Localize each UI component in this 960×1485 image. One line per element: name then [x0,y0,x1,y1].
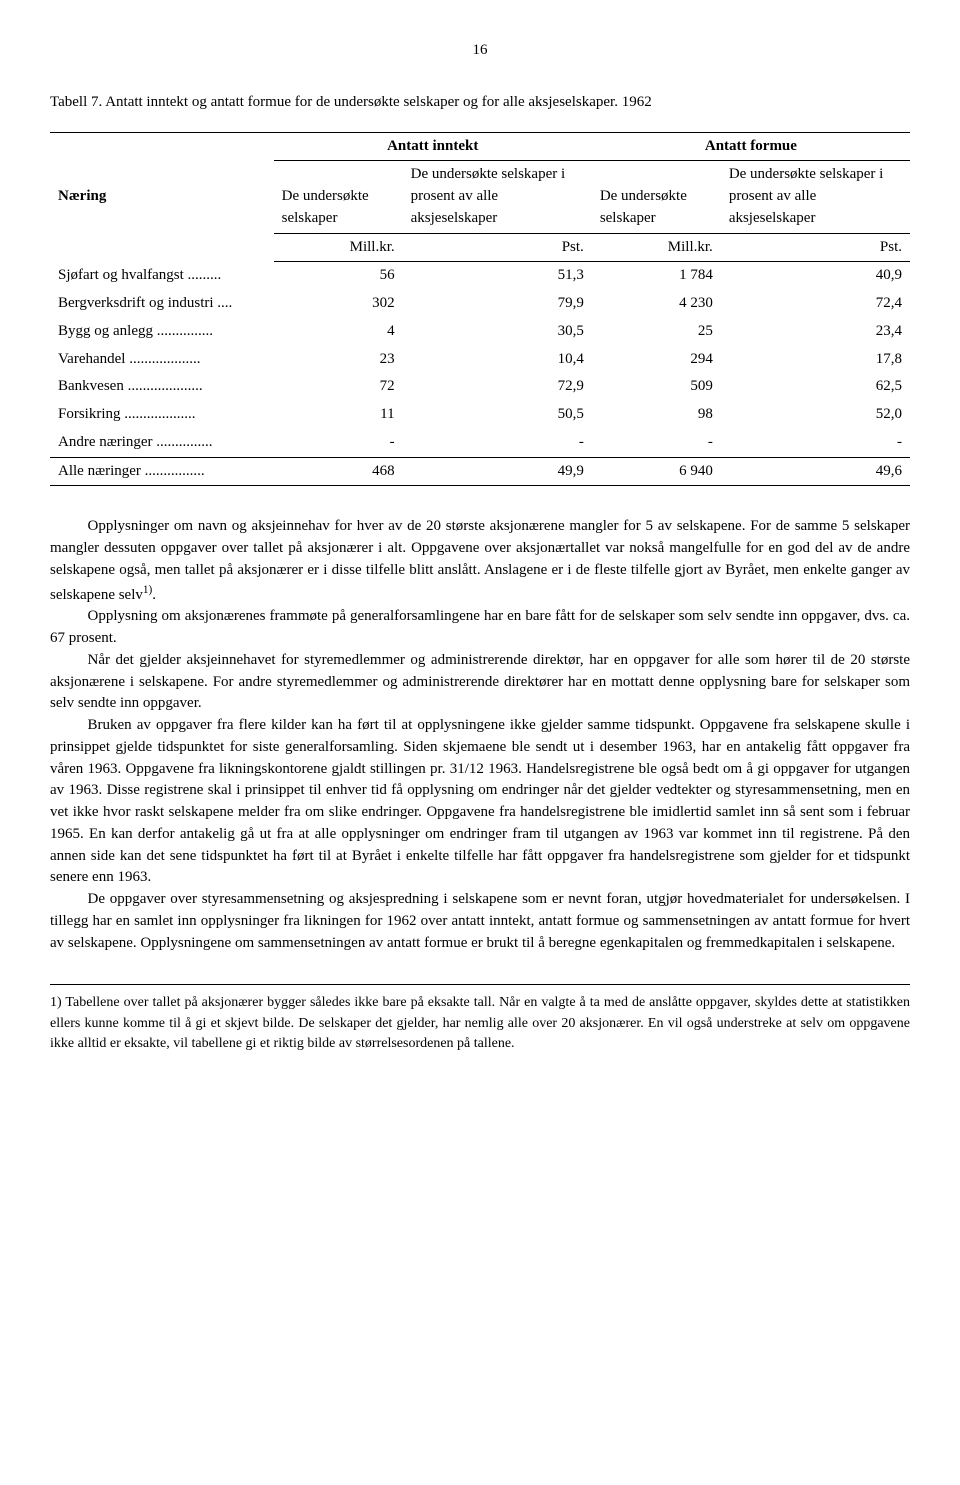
unit-1: Mill.kr. [274,233,403,262]
cell: - [721,429,910,457]
cell: 72,4 [721,290,910,318]
subhead-1: De undersøkte selskaper [274,161,403,233]
cell: 40,9 [721,262,910,290]
cell: - [403,429,592,457]
cell: 52,0 [721,401,910,429]
unit-2: Pst. [403,233,592,262]
subhead-3: De undersøkte selskaper [592,161,721,233]
cell: 49,6 [721,457,910,486]
cell: 62,5 [721,373,910,401]
cell: 11 [274,401,403,429]
table-row: Bygg og anlegg ...............430,52523,… [50,318,910,346]
paragraph-2: Opplysning om aksjonærenes frammøte på g… [50,606,910,650]
col-group-2: Antatt formue [592,132,910,161]
cell: 30,5 [403,318,592,346]
cell: 302 [274,290,403,318]
table-row: Bergverksdrift og industri ....30279,94 … [50,290,910,318]
table-row: Sjøfart og hvalfangst .........5651,31 7… [50,262,910,290]
paragraph-5: De oppgaver over styresammensetning og a… [50,889,910,954]
paragraph-4: Bruken av oppgaver fra flere kilder kan … [50,715,910,889]
paragraph-3: Når det gjelder aksjeinnehavet for styre… [50,650,910,715]
cell: 509 [592,373,721,401]
data-table: Næring Antatt inntekt Antatt formue De u… [50,132,910,487]
row-label: Forsikring ................... [50,401,274,429]
cell: 1 784 [592,262,721,290]
col-group-1: Antatt inntekt [274,132,592,161]
table-row: Andre næringer ...............---- [50,429,910,457]
cell: 51,3 [403,262,592,290]
table-row: Varehandel ...................2310,42941… [50,346,910,374]
table-total-row: Alle næringer ................46849,96 9… [50,457,910,486]
row-label: Andre næringer ............... [50,429,274,457]
cell: 49,9 [403,457,592,486]
row-label: Bygg og anlegg ............... [50,318,274,346]
cell: - [274,429,403,457]
cell: 6 940 [592,457,721,486]
cell: 23,4 [721,318,910,346]
table-row: Bankvesen ....................7272,95096… [50,373,910,401]
row-label: Alle næringer ................ [50,457,274,486]
cell: - [592,429,721,457]
unit-4: Pst. [721,233,910,262]
row-label: Bankvesen .................... [50,373,274,401]
cell: 56 [274,262,403,290]
cell: 98 [592,401,721,429]
cell: 72,9 [403,373,592,401]
cell: 468 [274,457,403,486]
row-header: Næring [50,132,274,262]
footnote-ref: 1) [143,584,152,596]
paragraph-1: Opplysninger om navn og aksjeinnehav for… [50,516,910,606]
row-label: Sjøfart og hvalfangst ......... [50,262,274,290]
subhead-4: De undersøkte selskaper i prosent av all… [721,161,910,233]
cell: 79,9 [403,290,592,318]
cell: 10,4 [403,346,592,374]
body-text: Opplysninger om navn og aksjeinnehav for… [50,516,910,954]
cell: 23 [274,346,403,374]
row-label: Varehandel ................... [50,346,274,374]
footnote-separator [50,984,910,985]
table-title: Tabell 7. Antatt inntekt og antatt formu… [50,92,910,114]
cell: 17,8 [721,346,910,374]
cell: 294 [592,346,721,374]
cell: 4 230 [592,290,721,318]
footnote: 1) Tabellene over tallet på aksjonærer b… [50,993,910,1054]
row-label: Bergverksdrift og industri .... [50,290,274,318]
cell: 4 [274,318,403,346]
table-row: Forsikring ...................1150,59852… [50,401,910,429]
cell: 50,5 [403,401,592,429]
cell: 25 [592,318,721,346]
unit-3: Mill.kr. [592,233,721,262]
cell: 72 [274,373,403,401]
subhead-2: De undersøkte selskaper i prosent av all… [403,161,592,233]
page-number: 16 [50,40,910,62]
